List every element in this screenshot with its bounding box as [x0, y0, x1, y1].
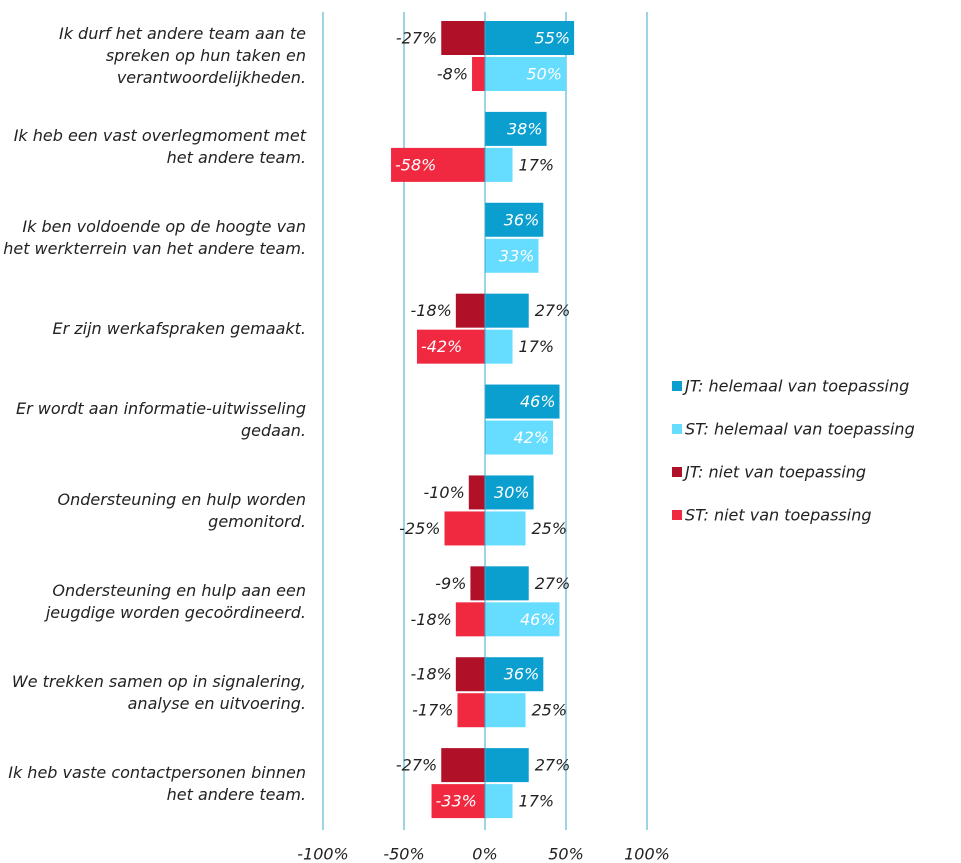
bar	[416, 329, 485, 364]
category-label: Ik heb vaste contactpersonen binnen het …	[8, 762, 306, 804]
bar	[485, 202, 544, 237]
value-label: -9%	[435, 574, 466, 593]
bar	[470, 566, 485, 601]
bar	[485, 384, 560, 419]
value-label: 17%	[519, 155, 555, 174]
bar	[485, 293, 529, 328]
x-tick-label: 100%	[624, 845, 670, 863]
value-label: 17%	[519, 337, 555, 356]
legend-label: ST: niet van toepassing	[685, 506, 872, 525]
bar	[485, 748, 529, 783]
value-label: 36%	[504, 210, 540, 229]
value-label: -27%	[396, 756, 437, 775]
bar	[455, 293, 485, 328]
x-tick-label: -50%	[383, 845, 424, 863]
value-label: -8%	[437, 65, 468, 84]
bar	[485, 420, 554, 455]
bar	[485, 784, 513, 819]
bar	[485, 329, 513, 364]
value-label: 27%	[535, 301, 571, 320]
value-label: 27%	[535, 574, 571, 593]
category-label: We trekken samen op in signalering, anal…	[11, 671, 306, 713]
legend-swatch	[672, 381, 682, 391]
bar	[485, 693, 526, 728]
bar	[472, 57, 485, 91]
category-label: Ik heb een vast overlegmoment met het an…	[13, 126, 306, 168]
bar	[485, 511, 526, 546]
bar	[391, 147, 485, 182]
value-label: 36%	[504, 665, 540, 684]
value-label: -42%	[421, 337, 462, 356]
category-label: Ik ben voldoende op de hoogte van het we…	[3, 217, 306, 259]
value-label: 33%	[499, 246, 535, 265]
legend-swatch	[672, 424, 682, 434]
category-label: Ik durf het andere team aan te spreken o…	[58, 24, 306, 88]
x-tick-label: 50%	[548, 845, 584, 863]
value-label: 50%	[526, 65, 562, 84]
x-tick-label: -100%	[297, 845, 349, 863]
value-label: 25%	[532, 701, 568, 720]
value-label: 27%	[535, 756, 571, 775]
category-label: Er zijn werkafspraken gemaakt.	[52, 319, 306, 339]
value-label: -18%	[410, 301, 451, 320]
value-label: -18%	[410, 665, 451, 684]
value-label: 17%	[519, 792, 555, 811]
bar	[485, 566, 529, 601]
value-label: 46%	[520, 392, 556, 411]
value-label: 42%	[513, 428, 549, 447]
bar	[485, 602, 560, 637]
value-label: -58%	[395, 155, 436, 174]
value-label: -17%	[412, 701, 453, 720]
value-label: 25%	[532, 519, 568, 538]
bar	[485, 238, 539, 273]
bar	[455, 602, 485, 637]
bar	[468, 475, 485, 510]
category-label: Ondersteuning en hulp aan een jeugdige w…	[45, 580, 306, 622]
bar	[455, 657, 485, 692]
value-label: 30%	[494, 483, 530, 502]
legend-swatch	[672, 467, 682, 477]
bar	[485, 57, 566, 91]
bar	[441, 748, 485, 783]
value-label: -10%	[423, 483, 464, 502]
bar	[457, 693, 485, 728]
legend-swatch	[672, 510, 682, 520]
bar	[431, 784, 485, 819]
value-label: 55%	[535, 29, 571, 48]
legend-label: JT: helemaal van toepassing	[682, 377, 909, 396]
bar	[485, 147, 513, 182]
bar	[485, 475, 534, 510]
value-label: 46%	[520, 610, 556, 629]
value-label: -33%	[436, 792, 477, 811]
value-label: -18%	[410, 610, 451, 629]
bar	[485, 111, 547, 146]
value-label: 38%	[507, 119, 543, 138]
x-tick-label: 0%	[472, 845, 497, 863]
category-label: Er wordt aan informatie-uitwisseling ged…	[16, 399, 306, 440]
category-label: Ondersteuning en hulp worden gemonitord.	[57, 489, 306, 531]
legend-label: ST: helemaal van toepassing	[685, 420, 915, 439]
bar	[485, 21, 575, 55]
value-label: -27%	[396, 29, 437, 48]
bar	[441, 21, 485, 55]
bar	[444, 511, 485, 546]
bar	[485, 657, 544, 692]
value-label: -25%	[399, 519, 440, 538]
legend-label: JT: niet van toepassing	[682, 463, 866, 482]
